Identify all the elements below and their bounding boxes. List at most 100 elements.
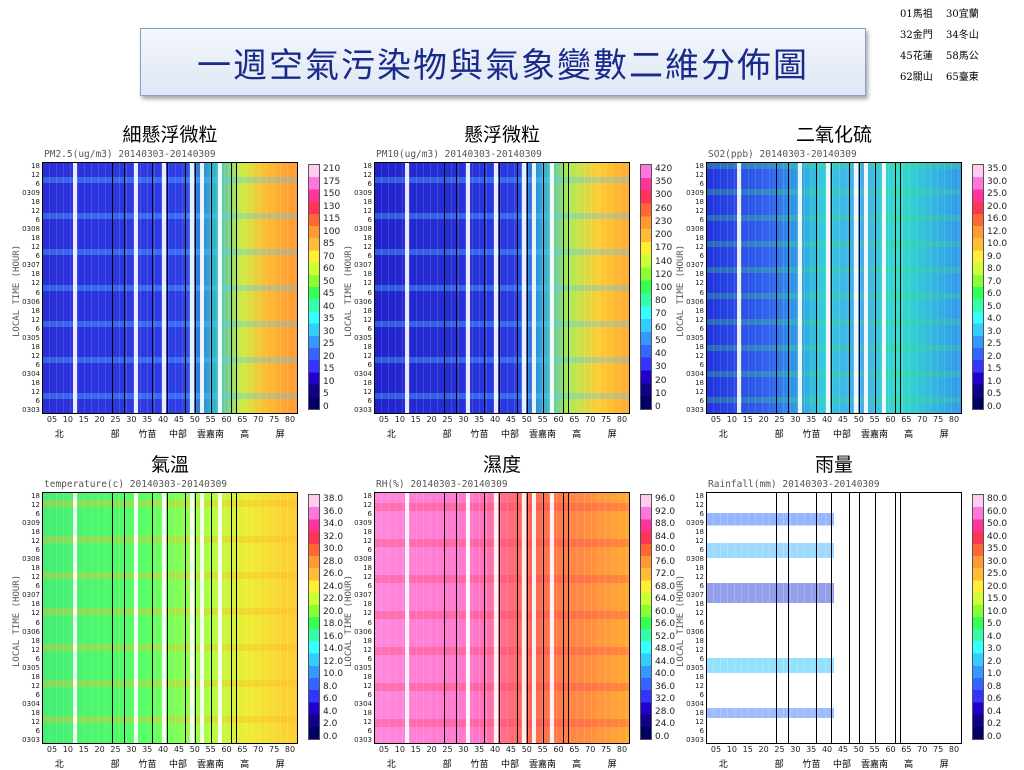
y-label: 6 (35, 360, 40, 369)
y-label: 18 (695, 306, 704, 315)
region-label: 部 (774, 430, 784, 440)
colorbar-label: 5 (323, 389, 329, 400)
colorbar-label: 60.0 (655, 606, 676, 617)
colorbar-label: 8.0 (323, 681, 338, 692)
y-label: 12 (695, 315, 704, 324)
colorbar-label: 44.0 (655, 656, 676, 667)
colorbar-label: 80.0 (655, 544, 676, 555)
y-label: 18 (363, 342, 372, 351)
y-label: 18 (363, 306, 372, 315)
missing-column (532, 493, 537, 743)
y-axis-title: LOCAL TIME (HOUR) (12, 244, 22, 337)
colorbar-label: 80.0 (987, 494, 1008, 504)
y-label: 6 (367, 216, 372, 225)
x-label: 65 (569, 415, 580, 424)
y-label: 0304 (354, 369, 372, 378)
y-label: 6 (35, 582, 40, 591)
y-label: 6 (35, 180, 40, 189)
missing-column (134, 493, 139, 743)
y-label: 18 (695, 564, 704, 573)
colorbar (972, 164, 984, 410)
y-label: 0303 (686, 406, 704, 414)
colorbar-label: 130 (323, 201, 341, 212)
colorbar-label: 100 (655, 283, 673, 293)
region-divider (517, 493, 519, 743)
panel-title: 濕度 (482, 454, 521, 476)
y-label: 6 (367, 360, 372, 369)
missing-column (162, 163, 167, 413)
y-label: 18 (363, 492, 372, 500)
y-label: 6 (699, 690, 704, 699)
region-divider (456, 163, 458, 413)
y-label: 18 (695, 600, 704, 609)
x-label: 10 (62, 415, 73, 424)
colorbar-label: 24.0 (655, 719, 676, 730)
heatmap (42, 492, 298, 744)
y-label: 12 (363, 501, 372, 510)
panel-subtitle: SO2(ppb) 20140303-20140309 (708, 149, 857, 160)
region-label: 竹苗 (470, 430, 489, 440)
region-label: 中部 (501, 760, 520, 770)
y-label: 6 (699, 360, 704, 369)
colorbar-label: 4.0 (987, 314, 1002, 325)
y-label: 0304 (354, 699, 372, 708)
colorbar-label: 24.0 (323, 581, 344, 592)
y-label: 18 (31, 564, 40, 573)
missing-column (798, 163, 803, 413)
x-label: 60 (553, 415, 564, 424)
region-divider (499, 163, 501, 413)
x-label: 60 (221, 415, 232, 424)
y-label: 18 (695, 342, 704, 351)
panel-title: 二氧化硫 (795, 124, 872, 146)
region-label: 雲嘉南 (196, 430, 224, 440)
x-label: 20 (426, 415, 437, 424)
missing-column (200, 163, 205, 413)
panel-subtitle: Rainfall(mm) 20140303-20140309 (708, 479, 880, 490)
x-label: 40 (489, 745, 501, 754)
y-label: 12 (363, 645, 372, 654)
y-label: 12 (363, 171, 372, 180)
x-label: 65 (901, 415, 912, 424)
colorbar-label: 85 (323, 239, 335, 250)
y-label: 0304 (686, 699, 704, 708)
colorbar-label: 96.0 (655, 494, 676, 504)
y-label: 12 (695, 609, 704, 618)
station-label: 01馬祖 (900, 9, 933, 20)
y-label: 6 (35, 726, 40, 735)
y-label: 6 (35, 252, 40, 261)
y-label: 12 (31, 501, 40, 510)
x-label: 40 (821, 745, 833, 754)
y-label: 18 (31, 636, 40, 645)
region-label: 屏 (939, 760, 949, 770)
y-label: 18 (31, 198, 40, 207)
y-label: 12 (695, 537, 704, 546)
x-label: 70 (917, 415, 928, 424)
colorbar-label: 10.0 (987, 606, 1008, 617)
x-label: 65 (237, 745, 248, 754)
region-label: 高 (904, 430, 914, 440)
region-label: 竹苗 (138, 430, 157, 440)
region-divider (443, 163, 445, 413)
y-label: 18 (695, 234, 704, 243)
y-label: 0306 (686, 297, 704, 306)
x-label: 35 (142, 745, 153, 754)
y-label: 0307 (354, 261, 372, 270)
y-label: 18 (363, 162, 372, 170)
y-label: 6 (699, 618, 704, 627)
region-label: 北 (718, 430, 728, 440)
x-label: 15 (410, 745, 421, 754)
y-label: 18 (695, 528, 704, 537)
x-label: 35 (474, 745, 485, 754)
colorbar-label: 56.0 (655, 619, 676, 630)
colorbar-label: 30.0 (987, 176, 1008, 187)
region-label: 部 (774, 760, 784, 770)
x-label: 70 (253, 745, 264, 754)
x-label: 75 (269, 745, 280, 754)
colorbar-label: 18.0 (323, 619, 344, 630)
y-label: 12 (363, 351, 372, 360)
y-axis-title: LOCAL TIME (HOUR) (344, 574, 354, 667)
region-divider (894, 493, 896, 743)
y-label: 18 (363, 708, 372, 717)
colorbar (640, 164, 652, 410)
colorbar-label: 32.0 (655, 694, 676, 705)
